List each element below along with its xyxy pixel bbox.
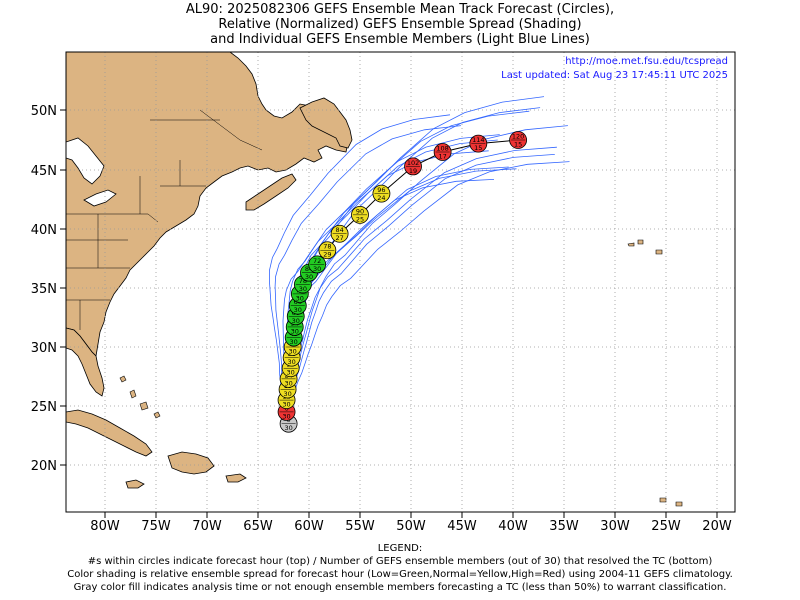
x-tick-label: 80W	[90, 519, 120, 534]
member-count-label: 30	[289, 348, 297, 356]
x-tick-label: 50W	[396, 519, 426, 534]
forecast-hour-label: 108	[436, 145, 448, 153]
member-count-label: 19	[409, 167, 417, 175]
forecast-hour-label: 78	[323, 243, 331, 251]
forecast-hour-label: 78	[299, 277, 307, 285]
last-updated: Last updated: Sat Aug 23 17:45:11 UTC 20…	[501, 70, 728, 81]
member-count-label: 30	[313, 265, 321, 273]
jamaica-land	[125, 479, 145, 489]
x-tick-label: 40W	[498, 519, 528, 534]
member-count-label: 24	[377, 194, 385, 202]
nova-scotia-land	[245, 173, 297, 211]
y-tick-label: 40N	[31, 223, 57, 238]
forecast-hour-label: 90	[356, 207, 364, 215]
forecast-hour-label: 84	[305, 265, 313, 273]
title-line-3: and Individual GEFS Ensemble Members (Li…	[210, 32, 590, 47]
forecast-hour-label: 72	[313, 257, 321, 265]
ensemble-member-track	[288, 161, 570, 424]
puerto-rico-land	[225, 473, 247, 483]
map-title: AL90: 2025082306 GEFS Ensemble Mean Trac…	[0, 2, 800, 47]
grid-lines	[66, 52, 735, 512]
azores-islands	[627, 239, 663, 255]
legend-line-2: Color shading is relative ensemble sprea…	[67, 569, 733, 580]
great-lakes	[66, 137, 105, 185]
member-count-label: 30	[282, 412, 290, 420]
x-tick-label: 35W	[549, 519, 579, 534]
florida-land	[66, 327, 105, 397]
legend-heading: LEGEND:	[377, 543, 423, 554]
member-count-label: 30	[296, 294, 304, 302]
x-tick-label: 20W	[702, 519, 732, 534]
member-count-label: 27	[335, 234, 343, 242]
x-tick-label: 45W	[447, 519, 477, 534]
y-axis: 50N 45N 40N 35N 30N 25N 20N	[31, 104, 66, 474]
x-tick-label: 60W	[294, 519, 324, 534]
y-tick-label: 35N	[31, 282, 57, 297]
title-line-1: AL90: 2025082306 GEFS Ensemble Mean Trac…	[185, 2, 615, 17]
state-borders	[66, 109, 263, 330]
forecast-hour-label: 114	[472, 136, 484, 144]
newfoundland-land	[299, 97, 353, 149]
eastern-islands	[659, 497, 683, 507]
lake-erie	[83, 189, 117, 207]
y-tick-label: 20N	[31, 459, 57, 474]
legend: LEGEND: #s within circles indicate forec…	[0, 542, 800, 594]
source-url: http://moe.met.fsu.edu/tcspread	[565, 56, 728, 67]
member-count-label: 30	[286, 369, 294, 377]
forecast-hour-label: 102	[407, 159, 419, 167]
bahamas-islands	[119, 375, 161, 419]
y-tick-label: 30N	[31, 341, 57, 356]
land-masses	[66, 52, 683, 507]
y-tick-label: 45N	[31, 164, 57, 179]
ensemble-member-track	[269, 114, 451, 424]
x-tick-label: 25W	[651, 519, 681, 534]
x-tick-label: 65W	[243, 519, 273, 534]
member-count-label: 30	[292, 317, 300, 325]
member-count-label: 30	[284, 379, 292, 387]
member-count-label: 30	[291, 327, 299, 335]
forecast-hour-label: 120	[512, 133, 524, 141]
x-tick-label: 75W	[141, 519, 171, 534]
hispaniola-land	[167, 451, 215, 475]
member-count-label: 30	[305, 273, 313, 281]
member-count-label: 30	[299, 285, 307, 293]
x-tick-label: 70W	[192, 519, 222, 534]
member-count-label: 30	[288, 358, 296, 366]
member-count-label: 30	[282, 401, 290, 409]
member-count-label: 30	[290, 338, 298, 346]
member-count-label: 30	[294, 306, 302, 314]
member-count-label: 15	[514, 141, 522, 149]
x-tick-label: 55W	[345, 519, 375, 534]
member-count-label: 15	[474, 144, 482, 152]
cuba-land	[66, 409, 153, 457]
y-tick-label: 50N	[31, 104, 57, 119]
forecast-hour-label: 84	[335, 226, 343, 234]
member-count-label: 29	[323, 251, 331, 259]
y-tick-label: 25N	[31, 400, 57, 415]
title-line-2: Relative (Normalized) GEFS Ensemble Spre…	[218, 17, 582, 32]
x-axis: 80W 75W 70W 65W 60W 55W 50W 45W 40W 35W 30W 25W 20W	[90, 512, 732, 534]
plot-frame	[65, 51, 736, 513]
legend-line-3: Gray color fill indicates analysis time …	[73, 582, 727, 593]
x-tick-label: 30W	[600, 519, 630, 534]
member-count-label: 30	[284, 424, 292, 432]
member-count-label: 25	[356, 215, 364, 223]
mean-track-circles: 0306301230183024303030363042304830543060…	[277, 131, 527, 433]
member-count-label: 17	[438, 153, 446, 161]
north-america-land	[66, 52, 349, 357]
legend-line-1: #s within circles indicate forecast hour…	[87, 556, 713, 567]
member-count-label: 30	[283, 390, 291, 398]
forecast-hour-label: 96	[377, 186, 385, 194]
